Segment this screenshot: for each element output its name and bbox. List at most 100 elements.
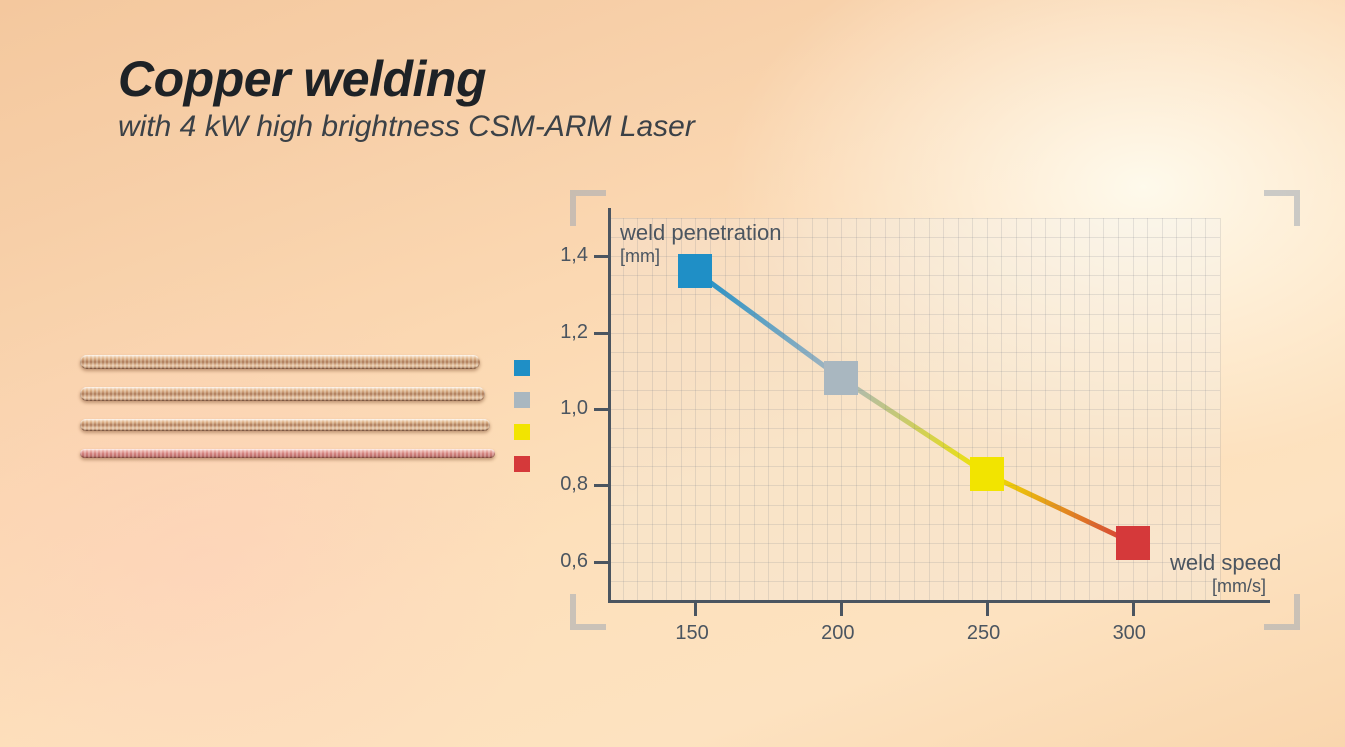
chart-gridline-v [1176,218,1177,600]
chart-frame-corner-tl [570,190,606,226]
chart-gridline-h [608,447,1220,448]
weld-strip-3 [80,419,490,431]
title-block: Copper welding with 4 kW high brightness… [118,50,695,144]
y-tick-label: 1,4 [560,244,588,267]
chart-gridline-h [608,524,1220,525]
chart-gridline-v [870,218,871,600]
chart-gridline-v [1220,218,1221,600]
chart-gridline-h [608,218,1220,219]
chart-gridline-h [608,543,1220,544]
chart-gridline-h [608,275,1220,276]
chart-marker-1 [678,254,712,288]
y-tick [594,484,608,487]
chart-gridline-h [608,333,1220,334]
y-tick-label: 0,6 [560,550,588,573]
chart-gridline-v [797,218,798,600]
legend-swatch-4 [514,456,530,472]
chart-gridline-h [608,314,1220,315]
weld-samples [80,355,500,476]
chart-gridline-v [1191,218,1192,600]
chart-gridline-v [1089,218,1090,600]
chart-frame-corner-tr [1264,190,1300,226]
legend-swatches [514,360,530,488]
chart-gridline-v [1045,218,1046,600]
chart-gridline-h [608,505,1220,506]
chart-line-segment [695,271,841,378]
chart-gridline-v [1001,218,1002,600]
chart-gridline-v [695,218,696,600]
chart-gridline-v [1205,218,1206,600]
chart-gridline-h [608,466,1220,467]
x-tick-label: 200 [821,622,854,645]
chart-gridline-v [725,218,726,600]
y-tick [594,561,608,564]
y-tick-label: 1,2 [560,321,588,344]
chart-gridline-v [1133,218,1134,600]
chart-gridline-v [710,218,711,600]
chart-gridline-h [608,390,1220,391]
chart-gridline-v [885,218,886,600]
chart-gridline-v [972,218,973,600]
chart-gridline-h [608,237,1220,238]
chart-gridline-v [1031,218,1032,600]
chart-gridline-v [899,218,900,600]
chart-gridline-v [652,218,653,600]
chart-gridline-v [1162,218,1163,600]
chart-gridline-v [943,218,944,600]
y-tick-label: 1,0 [560,397,588,420]
chart-gridline-v [608,218,609,600]
chart-gridline-h [608,409,1220,410]
chart-gridline-h [608,256,1220,257]
chart-gridline-v [1016,218,1017,600]
chart-line-segment [987,474,1133,543]
chart-frame-corner-br [1264,594,1300,630]
legend-swatch-2 [514,392,530,408]
x-tick-label: 150 [675,622,708,645]
x-tick [840,600,843,616]
chart-gridline-v [958,218,959,600]
x-tick [694,600,697,616]
chart-gridline-h [608,294,1220,295]
y-tick [594,255,608,258]
chart-gridline-v [666,218,667,600]
x-tick [986,600,989,616]
chart-gridline-v [987,218,988,600]
x-axis-title: weld speed [1170,550,1281,576]
chart-gridline-v [856,218,857,600]
chart-gridline-v [739,218,740,600]
weld-strip-1 [80,355,480,369]
legend-swatch-3 [514,424,530,440]
chart-gridline-h [608,352,1220,353]
chart-gridline-h [608,581,1220,582]
x-axis-unit: [mm/s] [1212,576,1266,597]
chart-gridline-v [1074,218,1075,600]
chart-gridline-v [1103,218,1104,600]
y-axis-line [608,208,611,603]
chart-gridline-v [812,218,813,600]
chart-gridline-v [623,218,624,600]
legend-swatch-1 [514,360,530,376]
page-subtitle: with 4 kW high brightness CSM-ARM Laser [118,110,695,144]
chart-gridline-v [841,218,842,600]
x-tick-label: 300 [1113,622,1146,645]
chart-gridline-v [768,218,769,600]
x-tick [1132,600,1135,616]
y-axis-unit: [mm] [620,246,660,267]
chart-marker-3 [970,457,1004,491]
chart-gridline-v [1060,218,1061,600]
weld-strip-4 [80,449,495,458]
page-title: Copper welding [118,50,695,108]
x-tick-label: 250 [967,622,1000,645]
weld-strip-2 [80,387,485,401]
y-tick [594,332,608,335]
chart-gridline-v [929,218,930,600]
chart-plot-background [608,218,1220,600]
y-tick [594,408,608,411]
chart-gridline-v [637,218,638,600]
chart-gridline-v [783,218,784,600]
chart-marker-4 [1116,526,1150,560]
chart-gridline-v [827,218,828,600]
chart-gridline-h [608,428,1220,429]
y-axis-title: weld penetration [620,220,781,246]
chart-gridline-v [914,218,915,600]
